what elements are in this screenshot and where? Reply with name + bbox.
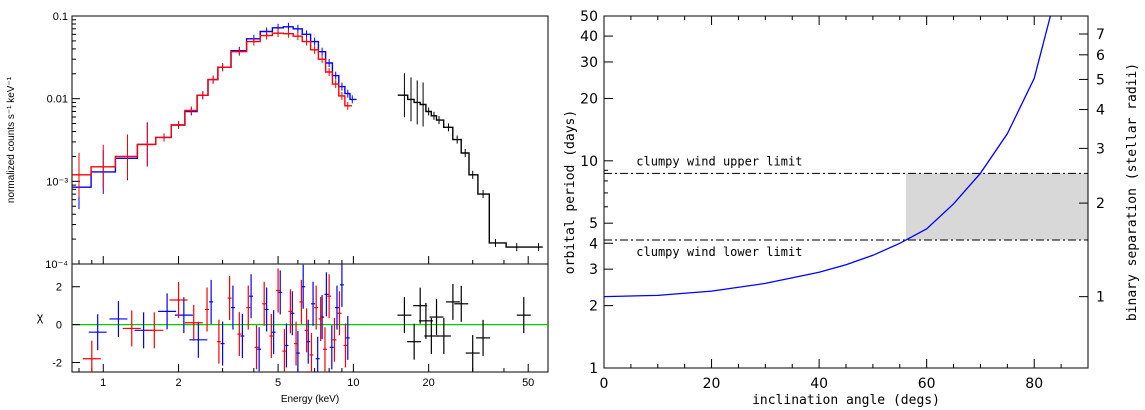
- spectrum-y-tick-label: 10⁻⁴: [45, 259, 68, 271]
- residuals-y-axis-label: χ: [37, 310, 44, 324]
- residuals-series: [82, 264, 531, 372]
- orbital-y-tick-label: 1: [589, 361, 598, 377]
- orbital-x-tick-label: 20: [703, 376, 721, 392]
- orbital-y-tick-label: 50: [580, 9, 598, 25]
- residuals-x-tick-label: 10: [347, 377, 359, 389]
- spectrum-series-line: [72, 32, 353, 176]
- orbital-y-tick-label: 20: [580, 91, 598, 107]
- orbital-y-tick-label: 3: [589, 262, 598, 278]
- spectrum-y-tick-label: 0.1: [53, 11, 68, 23]
- orbital-x-tick-label: 0: [600, 376, 609, 392]
- spectrum-panel: 0.1 0.01 10⁻³ 10⁻⁴ normalized counts s⁻¹ ke…: [6, 11, 549, 271]
- orbital-ticks: 0 20 40 60 80 1 2 3 4 5 10 20 30 40 50 1 2 3 4 5 6 7: [580, 9, 1105, 392]
- orbital-y-tick-label: 4: [589, 236, 598, 252]
- orbital-y2-tick-label: 1: [1096, 290, 1105, 306]
- allowed-region-shade: [905, 173, 1088, 240]
- spectrum-y-ticks: 0.1 0.01 10⁻³ 10⁻⁴: [45, 11, 80, 271]
- spectrum-y-axis-label: normalized counts s⁻¹ keV⁻¹: [6, 76, 17, 203]
- upper-limit-label: clumpy wind upper limit: [636, 154, 802, 168]
- residuals-frame: [71, 263, 549, 373]
- spectrum-series: [72, 22, 543, 252]
- residuals-x-tick-label: 50: [522, 377, 534, 389]
- orbital-y2-tick-label: 2: [1096, 196, 1105, 212]
- orbital-x-axis-label: inclination angle (degs): [752, 393, 940, 408]
- orbital-y-tick-label: 10: [580, 154, 598, 170]
- orbital-y2-tick-label: 3: [1096, 141, 1105, 157]
- residuals-x-axis-label: Energy (keV): [281, 394, 339, 405]
- orbital-y-axis-label: orbital period (days): [563, 110, 578, 274]
- residuals-y-tick-label: 2: [56, 282, 62, 294]
- residuals-y-tick-label: -2: [52, 358, 62, 370]
- residuals-x-tick-label: 2: [175, 377, 181, 389]
- lower-limit-label: clumpy wind lower limit: [636, 245, 802, 259]
- residuals-x-tick-label: 1: [100, 377, 106, 389]
- residuals-y-tick-label: 0: [56, 320, 62, 332]
- orbital-y-tick-label: 2: [589, 299, 598, 315]
- orbital-y-tick-label: 5: [589, 216, 598, 232]
- orbital-y2-tick-label: 6: [1096, 48, 1105, 64]
- orbital-y2-tick-label: 5: [1096, 72, 1105, 88]
- spectrum-frame: [71, 15, 549, 265]
- orbital-panel: clumpy wind upper limit clumpy wind lowe…: [563, 9, 1140, 408]
- orbital-y-tick-label: 40: [580, 29, 598, 45]
- orbital-y2-tick-label: 7: [1096, 27, 1105, 43]
- orbital-x-tick-label: 80: [1025, 376, 1043, 392]
- residuals-x-tick-label: 5: [275, 377, 281, 389]
- orbital-x-tick-label: 40: [810, 376, 828, 392]
- orbital-y2-axis-label: binary separation (stellar radii): [1125, 63, 1140, 321]
- orbital-y2-tick-label: 4: [1096, 103, 1105, 119]
- spectrum-series-line: [397, 94, 543, 248]
- spectrum-y-tick-label: 10⁻³: [46, 176, 68, 188]
- spectrum-y-tick-label: 0.01: [47, 94, 68, 106]
- orbital-x-tick-label: 60: [918, 376, 936, 392]
- orbital-y-tick-label: 30: [580, 55, 598, 71]
- residuals-x-tick-label: 20: [423, 377, 435, 389]
- period-inclination-curve: [603, 15, 1052, 298]
